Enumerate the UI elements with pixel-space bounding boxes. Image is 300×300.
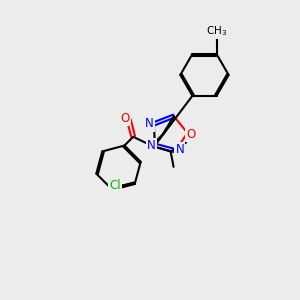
Text: O: O xyxy=(187,128,196,141)
Text: O: O xyxy=(121,112,130,125)
Text: Cl: Cl xyxy=(109,179,121,192)
Text: N: N xyxy=(176,143,184,156)
Text: N: N xyxy=(147,139,156,152)
Text: CH$_3$: CH$_3$ xyxy=(206,24,227,38)
Text: N: N xyxy=(145,117,154,130)
